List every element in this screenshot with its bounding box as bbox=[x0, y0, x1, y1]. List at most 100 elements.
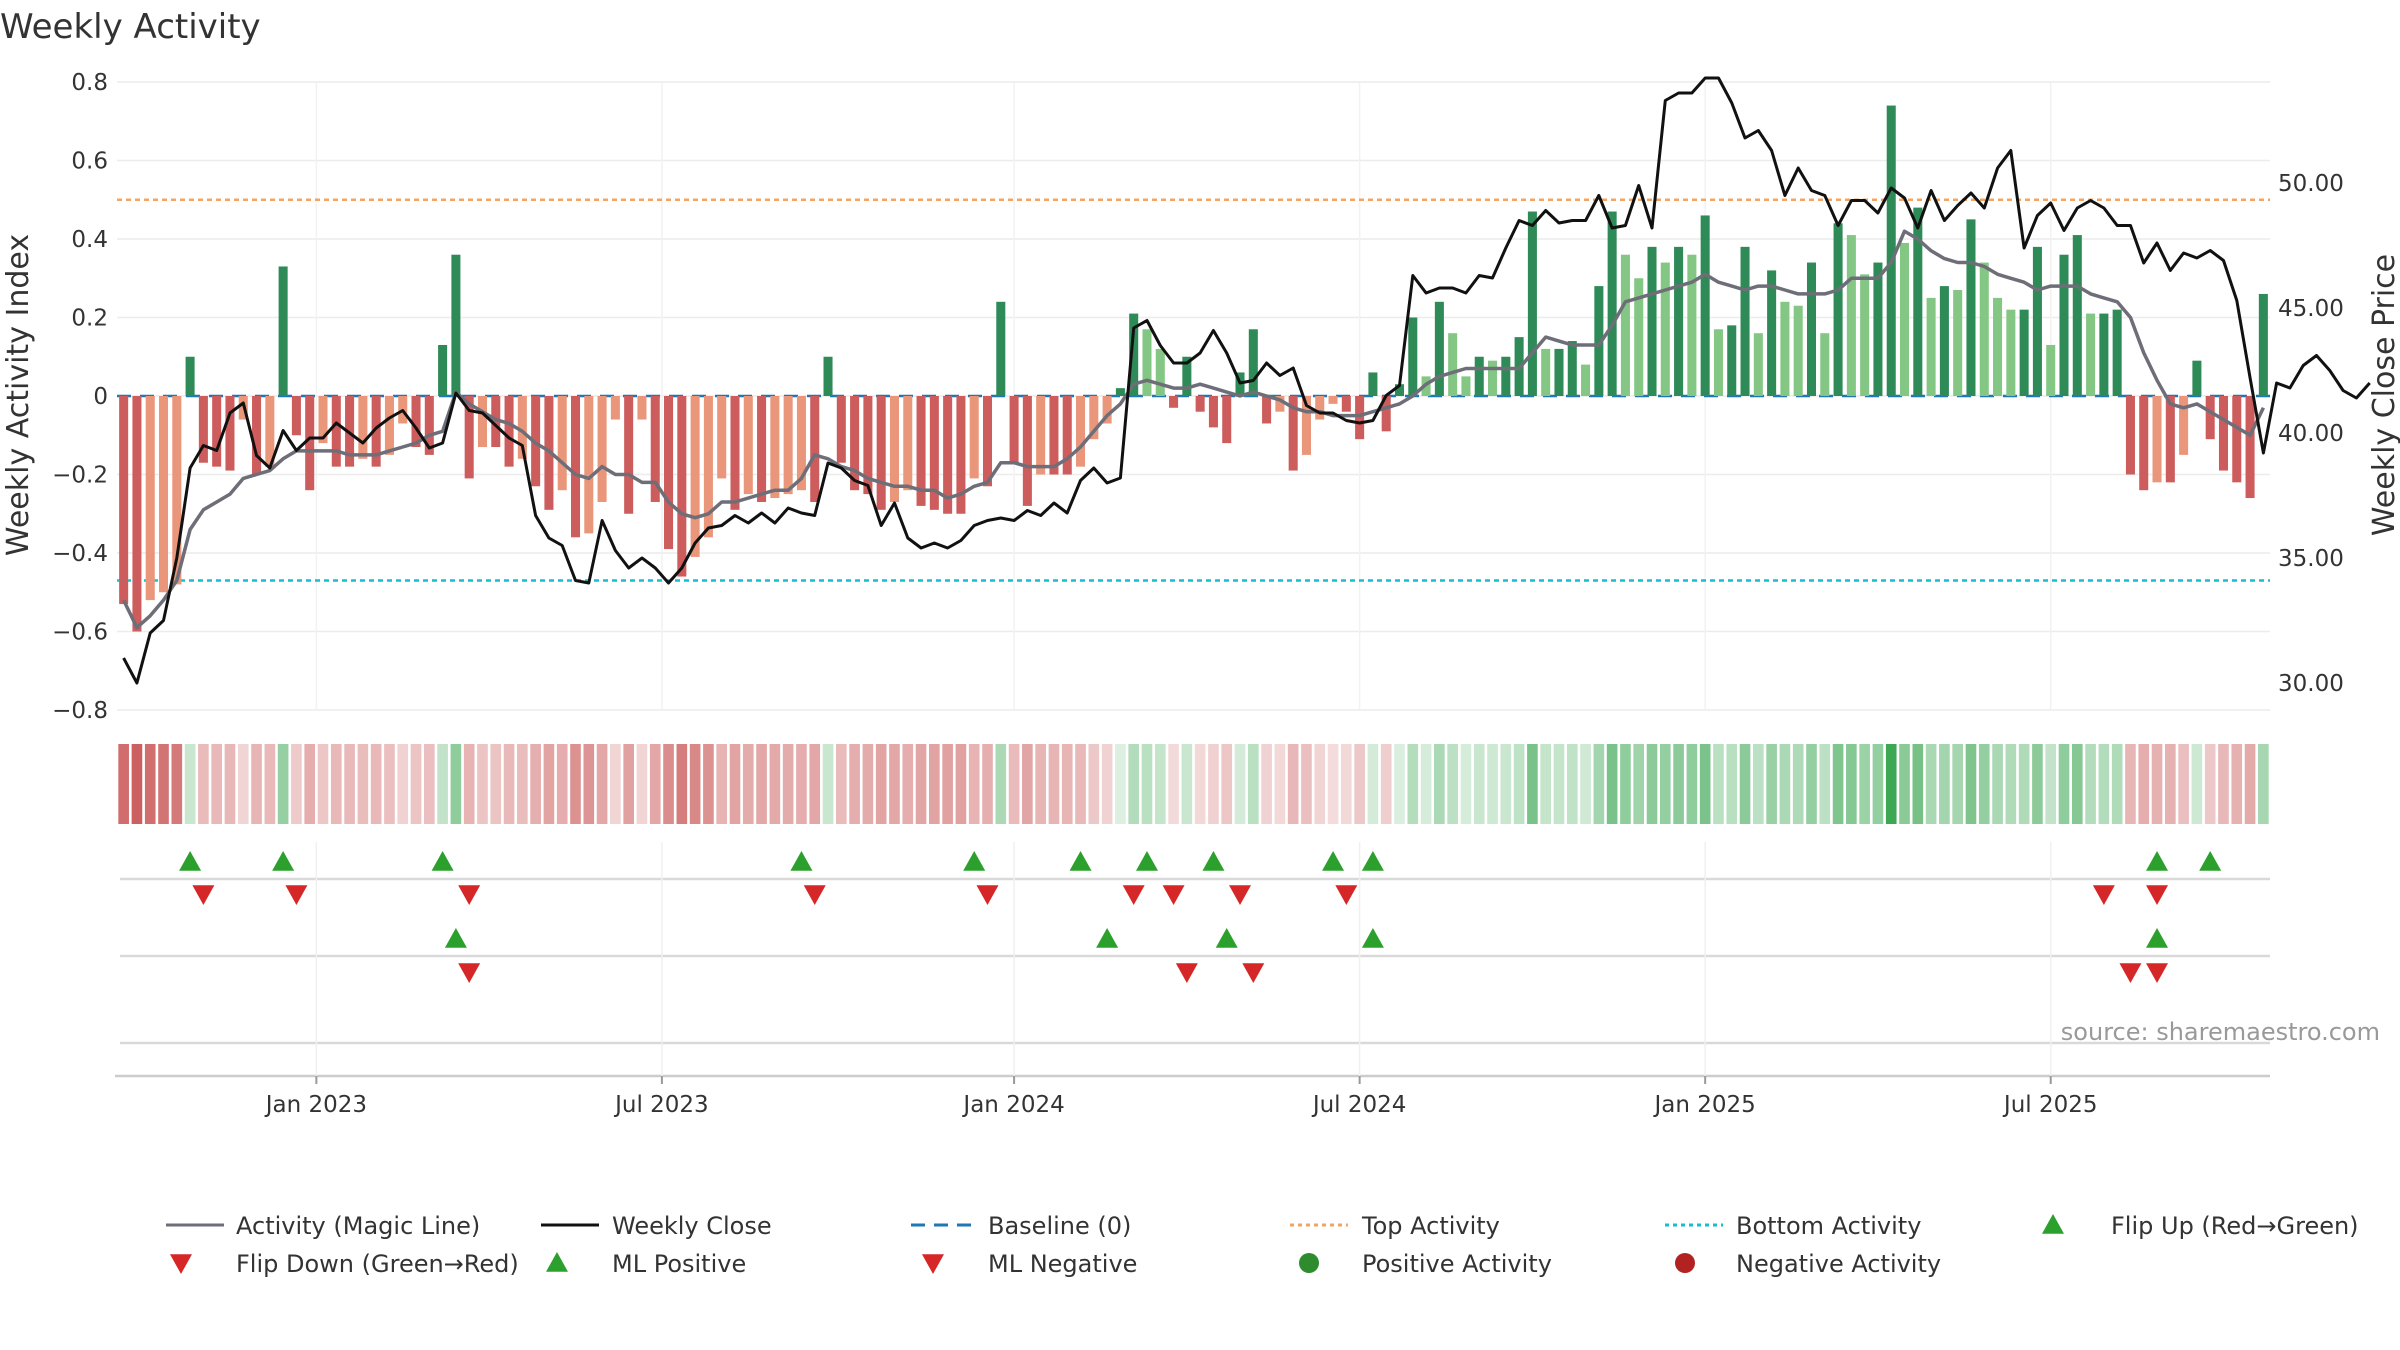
heat-cell bbox=[1487, 744, 1498, 824]
flip-down-marker bbox=[2092, 885, 2115, 905]
heat-cell bbox=[437, 744, 448, 824]
activity-bar bbox=[1926, 297, 1936, 396]
flip-up-marker bbox=[1069, 851, 1092, 871]
activity-bar bbox=[664, 396, 674, 550]
heat-cell bbox=[131, 744, 143, 824]
activity-bar bbox=[1806, 262, 1817, 396]
activity-bar bbox=[677, 396, 687, 577]
activity-bar bbox=[1501, 356, 1511, 396]
activity-bar bbox=[2059, 254, 2069, 396]
legend-label: Flip Up (Red→Green) bbox=[2111, 1212, 2359, 1240]
heat-cell bbox=[1035, 744, 1046, 824]
activity-bar bbox=[451, 254, 461, 396]
activity-bar bbox=[1527, 211, 1537, 396]
activity-bar bbox=[438, 344, 448, 396]
flip-down-marker bbox=[1229, 885, 1252, 905]
heat-cell bbox=[2204, 744, 2216, 824]
y-axis-label-left: Weekly Activity Index bbox=[1, 234, 36, 556]
activity-bar bbox=[1049, 396, 1059, 475]
heat-cell bbox=[2258, 744, 2269, 824]
heat-cell bbox=[1274, 744, 1286, 824]
heat-cell bbox=[291, 744, 302, 824]
activity-bar bbox=[2032, 246, 2042, 396]
activity-bar bbox=[783, 396, 793, 495]
weekly-close-series bbox=[122, 76, 2371, 685]
heat-cell bbox=[1341, 744, 1352, 824]
activity-bar bbox=[1620, 254, 1630, 396]
activity-bar bbox=[836, 396, 846, 463]
right-y-tick-label: 30.00 bbox=[2278, 671, 2344, 697]
activity-bar bbox=[1993, 297, 2003, 396]
activity-bar bbox=[796, 396, 806, 491]
activity-bar bbox=[1687, 254, 1697, 396]
activity-bar bbox=[1394, 384, 1405, 396]
heat-cell bbox=[1952, 744, 1963, 824]
heat-cell bbox=[1194, 744, 1206, 824]
activity-bar bbox=[1248, 329, 1258, 396]
legend-swatch bbox=[1299, 1253, 1319, 1273]
heat-cell bbox=[915, 744, 927, 824]
heat-cell bbox=[1327, 744, 1339, 824]
heat-cell bbox=[1527, 744, 1538, 824]
activity-bar bbox=[1062, 396, 1072, 475]
activity-bar bbox=[371, 396, 381, 467]
activity-bar bbox=[1873, 262, 1883, 396]
heat-cell bbox=[1460, 744, 1472, 824]
x-tick-label: Jul 2025 bbox=[2002, 1092, 2098, 1118]
legend-label: Baseline (0) bbox=[988, 1212, 1131, 1240]
x-tick-label: Jan 2025 bbox=[1653, 1092, 1756, 1118]
activity-bar bbox=[477, 396, 487, 448]
activity-bar bbox=[1767, 270, 1777, 396]
activity-bar bbox=[1036, 396, 1046, 475]
legend-swatch bbox=[170, 1254, 192, 1274]
heat-cell bbox=[942, 744, 953, 824]
activity-bar bbox=[943, 396, 953, 514]
heat-cell bbox=[1699, 744, 1711, 824]
legend-label: ML Positive bbox=[612, 1250, 746, 1278]
activity-bar bbox=[1315, 396, 1325, 420]
heat-cell bbox=[463, 744, 475, 824]
heat-cell bbox=[583, 744, 595, 824]
legend-label: Negative Activity bbox=[1736, 1250, 1941, 1278]
flip-up-marker bbox=[1361, 851, 1384, 871]
right-y-tick-label: 35.00 bbox=[2278, 546, 2344, 572]
legend-label: Weekly Close bbox=[612, 1212, 772, 1240]
heat-cell bbox=[929, 744, 940, 824]
activity-bar bbox=[1820, 333, 1830, 396]
heat-cell bbox=[397, 744, 409, 824]
heat-cell bbox=[2244, 744, 2256, 824]
activity-bar bbox=[1753, 333, 1763, 396]
heat-cell bbox=[1753, 744, 1764, 824]
left-y-axis: 0.8 0.6 0.4 0.2 0 −0.2 −0.4 −0.6 −0.8 bbox=[52, 70, 108, 724]
flip-up-marker bbox=[2199, 851, 2222, 871]
activity-bars bbox=[119, 105, 2268, 632]
heat-cell bbox=[955, 744, 967, 824]
activity-bar bbox=[584, 396, 594, 534]
heat-cell bbox=[1247, 744, 1259, 824]
heat-cell bbox=[2165, 744, 2176, 824]
heat-cell bbox=[742, 744, 754, 824]
legend-swatch bbox=[1675, 1253, 1695, 1273]
heat-cell bbox=[1992, 744, 2003, 824]
activity-bar bbox=[491, 396, 501, 448]
heat-cell bbox=[796, 744, 807, 824]
activity-bar bbox=[1554, 348, 1564, 396]
activity-bar bbox=[889, 396, 899, 502]
heat-cell bbox=[2071, 744, 2083, 824]
heat-cell bbox=[1659, 744, 1671, 824]
heat-cell bbox=[2218, 744, 2229, 824]
y-tick-label: 0.2 bbox=[71, 306, 108, 332]
activity-bar bbox=[1262, 396, 1272, 424]
right-y-tick-label: 50.00 bbox=[2278, 171, 2344, 197]
y-tick-label: −0.6 bbox=[52, 620, 108, 646]
flip-down-marker bbox=[1335, 885, 1358, 905]
heat-cell bbox=[1473, 744, 1485, 824]
x-tick-label: Jul 2024 bbox=[1311, 1092, 1407, 1118]
activity-bar bbox=[2046, 344, 2056, 396]
heat-cell bbox=[1420, 744, 1432, 824]
heat-cell bbox=[1965, 744, 1977, 824]
heat-cell bbox=[450, 744, 462, 824]
activity-bar bbox=[570, 396, 581, 538]
heat-cell bbox=[663, 744, 674, 824]
heat-cell bbox=[729, 744, 741, 824]
